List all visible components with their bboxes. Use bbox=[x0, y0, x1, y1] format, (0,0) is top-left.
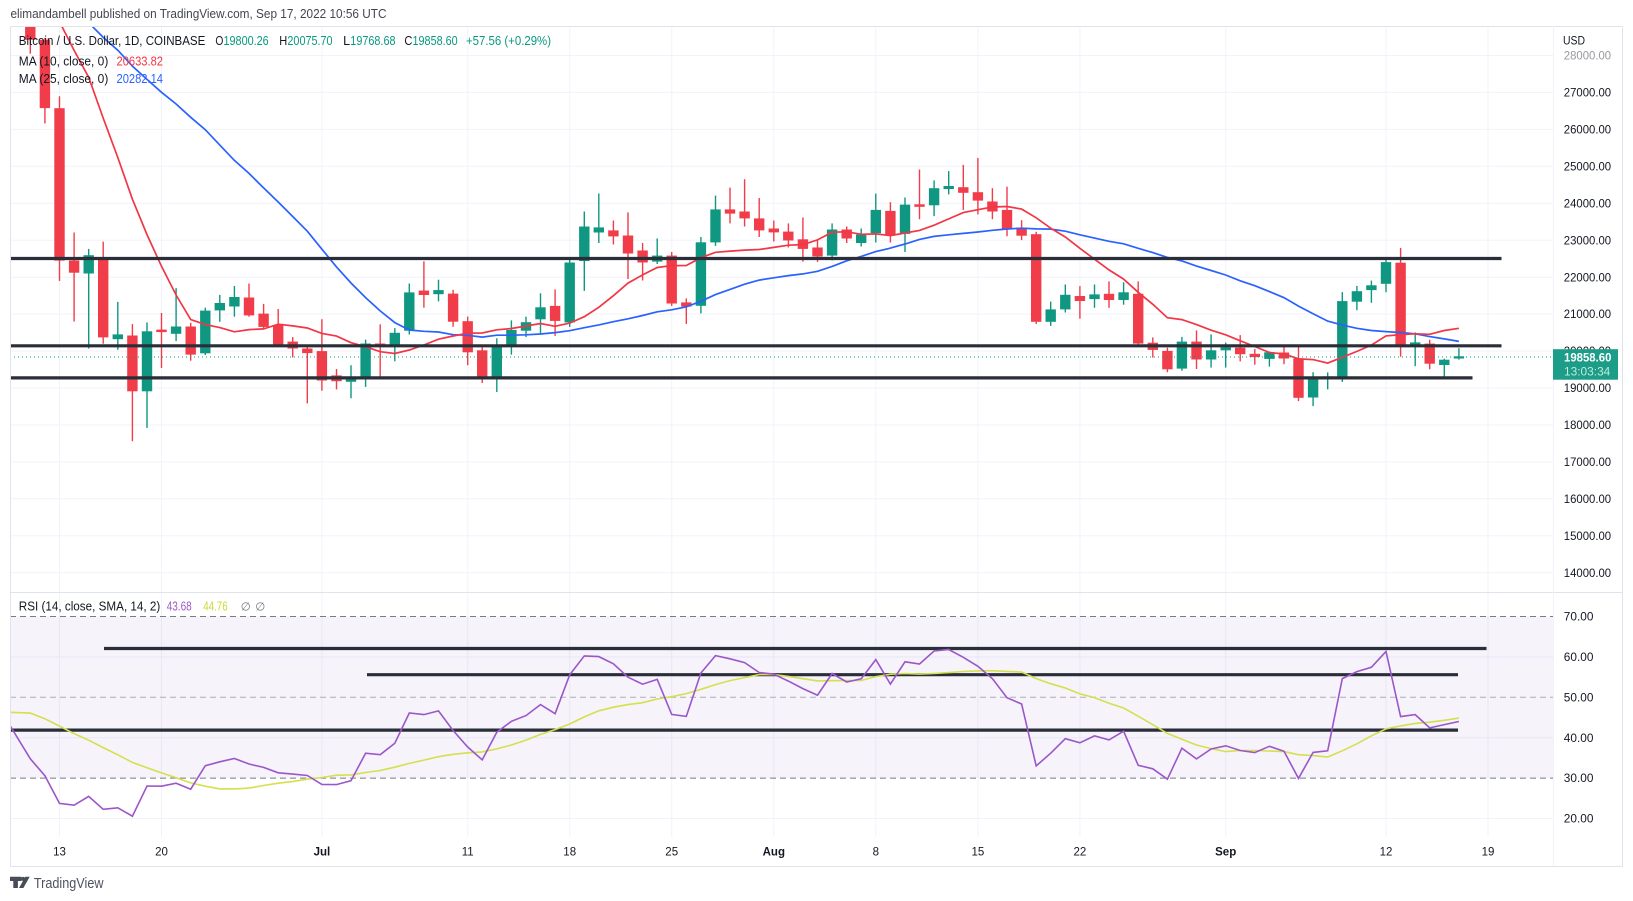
svg-text:18000.00: 18000.00 bbox=[1564, 420, 1611, 432]
svg-text:19768.68: 19768.68 bbox=[350, 34, 395, 48]
svg-text:L: L bbox=[343, 34, 350, 48]
svg-text:27000.00: 27000.00 bbox=[1564, 88, 1611, 100]
svg-text:25000.00: 25000.00 bbox=[1564, 161, 1611, 173]
svg-text:60.00: 60.00 bbox=[1564, 652, 1594, 664]
svg-text:MA (25, close, 0): MA (25, close, 0) bbox=[19, 72, 109, 86]
svg-text:MA (10, close, 0): MA (10, close, 0) bbox=[19, 54, 109, 68]
svg-text:20633.82: 20633.82 bbox=[117, 54, 164, 68]
svg-text:19: 19 bbox=[1482, 847, 1495, 859]
svg-text:70.00: 70.00 bbox=[1564, 612, 1594, 624]
svg-text:20075.70: 20075.70 bbox=[287, 34, 332, 48]
svg-text:∅: ∅ bbox=[241, 601, 251, 613]
svg-text:30.00: 30.00 bbox=[1564, 773, 1594, 785]
svg-text:18: 18 bbox=[563, 847, 576, 859]
svg-text:+57.56 (+0.29%): +57.56 (+0.29%) bbox=[466, 34, 551, 48]
svg-text:26000.00: 26000.00 bbox=[1564, 125, 1611, 137]
svg-text:13: 13 bbox=[53, 847, 66, 859]
svg-text:13:03:34: 13:03:34 bbox=[1564, 365, 1611, 379]
svg-text:43.68: 43.68 bbox=[167, 599, 192, 613]
svg-text:8: 8 bbox=[873, 847, 879, 859]
svg-text:16000.00: 16000.00 bbox=[1564, 494, 1611, 506]
svg-text:44.76: 44.76 bbox=[203, 599, 228, 613]
svg-text:C: C bbox=[404, 34, 412, 48]
svg-text:elimandambell published on Tra: elimandambell published on TradingView.c… bbox=[11, 7, 387, 21]
svg-text:19000.00: 19000.00 bbox=[1564, 383, 1611, 395]
svg-text:Bitcoin / U.S. Dollar, 1D, COI: Bitcoin / U.S. Dollar, 1D, COINBASE bbox=[19, 34, 206, 48]
svg-text:Jul: Jul bbox=[314, 847, 331, 859]
svg-text:22: 22 bbox=[1074, 847, 1087, 859]
svg-text:12: 12 bbox=[1380, 847, 1393, 859]
svg-text:11: 11 bbox=[462, 847, 474, 859]
svg-text:20: 20 bbox=[155, 847, 168, 859]
svg-text:22000.00: 22000.00 bbox=[1564, 272, 1611, 284]
svg-text:19858.60: 19858.60 bbox=[1564, 351, 1612, 365]
svg-text:Sep: Sep bbox=[1215, 847, 1236, 859]
svg-text:20.00: 20.00 bbox=[1564, 814, 1594, 826]
svg-text:17000.00: 17000.00 bbox=[1564, 457, 1611, 469]
svg-text:19800.26: 19800.26 bbox=[224, 34, 269, 48]
svg-text:50.00: 50.00 bbox=[1564, 692, 1594, 704]
svg-text:15000.00: 15000.00 bbox=[1564, 531, 1611, 543]
svg-text:40.00: 40.00 bbox=[1564, 733, 1594, 745]
svg-text:USD: USD bbox=[1563, 36, 1585, 48]
svg-text:14000.00: 14000.00 bbox=[1564, 568, 1611, 580]
svg-text:19858.60: 19858.60 bbox=[413, 34, 458, 48]
svg-text:∅: ∅ bbox=[255, 601, 265, 613]
svg-text:O: O bbox=[215, 34, 223, 48]
svg-text:24000.00: 24000.00 bbox=[1564, 198, 1611, 210]
svg-text:RSI (14, close, SMA, 14, 2): RSI (14, close, SMA, 14, 2) bbox=[19, 599, 161, 613]
svg-text:15: 15 bbox=[972, 847, 985, 859]
svg-text:28000.00: 28000.00 bbox=[1564, 51, 1611, 63]
svg-text:21000.00: 21000.00 bbox=[1564, 309, 1611, 321]
svg-text:23000.00: 23000.00 bbox=[1564, 235, 1611, 247]
svg-text:TradingView: TradingView bbox=[34, 876, 104, 892]
svg-text:20282.14: 20282.14 bbox=[117, 72, 164, 86]
svg-text:Aug: Aug bbox=[763, 847, 785, 859]
svg-text:25: 25 bbox=[665, 847, 678, 859]
svg-text:H: H bbox=[279, 34, 287, 48]
